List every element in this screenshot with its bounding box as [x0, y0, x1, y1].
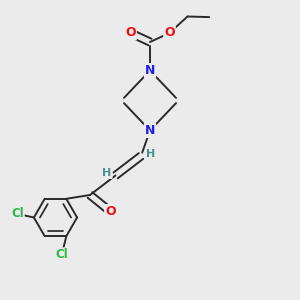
Text: O: O	[105, 205, 116, 218]
Text: Cl: Cl	[56, 248, 68, 261]
Text: O: O	[125, 26, 136, 40]
Text: N: N	[145, 124, 155, 137]
Text: H: H	[146, 148, 155, 159]
Text: H: H	[103, 168, 112, 178]
Text: Cl: Cl	[11, 207, 24, 220]
Text: N: N	[145, 64, 155, 77]
Text: O: O	[164, 26, 175, 40]
